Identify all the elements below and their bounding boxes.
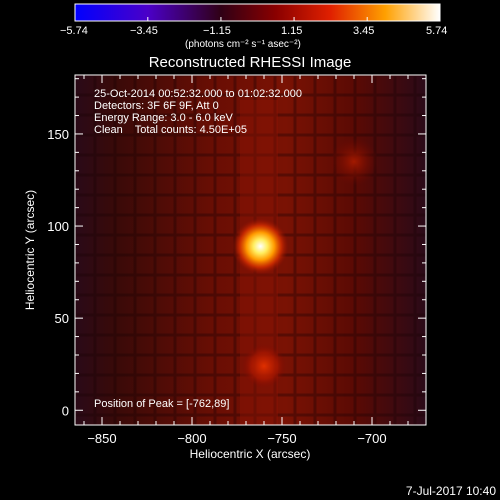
info-time-range: 25-Oct-2014 00:52:32.000 to 01:02:32.000 [94, 88, 302, 100]
colorbar-units: (photons cm⁻² s⁻¹ asec⁻²) [185, 39, 301, 50]
y-tick-label: 100 [47, 219, 69, 234]
x-tick-label: −850 [87, 431, 116, 446]
x-tick-label: −800 [177, 431, 206, 446]
y-tick-label: 150 [47, 127, 69, 142]
info-energy-range: Energy Range: 3.0 - 6.0 keV [94, 112, 233, 124]
secondary-source [242, 344, 286, 389]
footer-date: 7-Jul-2017 10:40 [405, 484, 496, 498]
info-detectors: Detectors: 3F 6F 9F, Att 0 [94, 100, 219, 112]
colorbar-tick-label: −5.74 [60, 25, 88, 37]
colorbar [74, 3, 441, 22]
axis-tick-labels: −850 −800 −750 −700 0 50 100 150 [47, 127, 386, 446]
x-tick-label: −700 [357, 431, 386, 446]
colorbar-tick-label: −3.45 [130, 25, 158, 37]
peak-position: Position of Peak = [-762,89] [94, 398, 230, 410]
y-tick-label: 0 [62, 403, 69, 418]
heatmap-image [75, 75, 426, 425]
colorbar-tick-label: 5.74 [426, 25, 448, 37]
x-axis-title: Heliocentric X (arcsec) [189, 447, 311, 461]
colorbar-tick-label: 3.45 [353, 25, 375, 37]
colorbar-gradient [74, 3, 441, 22]
y-tick-label: 50 [55, 311, 69, 326]
peak-source [232, 218, 289, 275]
colorbar-tick-label: 1.15 [281, 25, 303, 37]
colorbar-tick-label: −1.15 [203, 25, 231, 37]
chart-title: Reconstructed RHESSI Image [148, 54, 352, 71]
info-total-counts: Clean Total counts: 4.50E+05 [94, 124, 247, 136]
faint-source [330, 137, 378, 186]
x-tick-label: −750 [267, 431, 296, 446]
plot-frame [74, 74, 427, 426]
y-axis-title: Heliocentric Y (arcsec) [23, 189, 37, 311]
axis-ticks [75, 75, 427, 425]
